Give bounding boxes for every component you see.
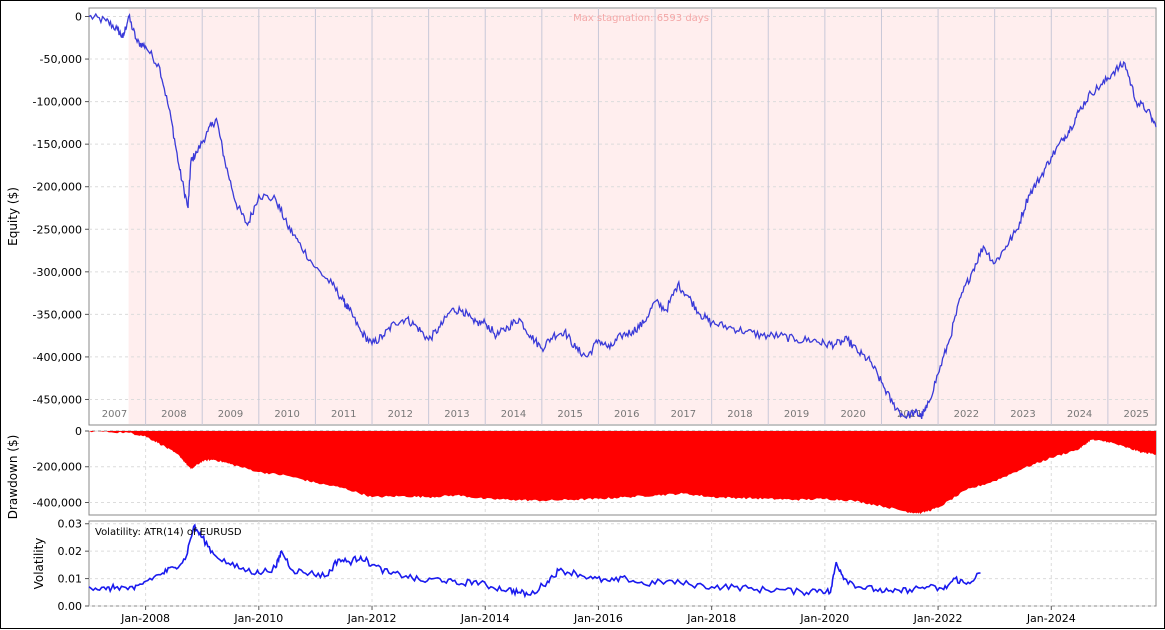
volatility-y-tick-label: 0.02 [58, 545, 83, 558]
equity-y-tick-label: 0 [75, 11, 82, 24]
volatility-x-tick-label: Jan-2022 [913, 612, 963, 625]
year-label: 2025 [1123, 409, 1148, 420]
equity-y-tick-label: -50,000 [40, 53, 82, 66]
volatility-x-tick-label: Jan-2024 [1026, 612, 1076, 625]
drawdown-y-tick-label: 0 [75, 425, 82, 438]
year-label: 2012 [388, 409, 413, 420]
volatility-x-tick-label: Jan-2016 [573, 612, 623, 625]
year-label: 2018 [727, 409, 752, 420]
volatility-y-tick-label: 0.03 [58, 518, 83, 531]
equity-y-tick-label: -350,000 [33, 308, 82, 321]
year-label: 2009 [218, 409, 243, 420]
equity-y-axis-label: Equity ($) [6, 187, 20, 246]
equity-y-tick-label: -300,000 [33, 266, 82, 279]
volatility-x-tick-label: Jan-2020 [799, 612, 849, 625]
drawdown-area [89, 431, 1156, 515]
volatility-x-tick-label: Jan-2012 [347, 612, 397, 625]
volatility-x-ticks: Jan-2008 Jan-2010 Jan-2012 Jan-2014 Jan-2016… [120, 606, 1076, 625]
volatility-x-tick-label: Jan-2008 [120, 612, 170, 625]
year-label: 2017 [671, 409, 696, 420]
year-label: 2007 [102, 409, 127, 420]
equity-grid [89, 8, 1156, 425]
equity-y-ticks: 0 -50,000 -100,000 -150,000 -200,000 -250,000… [33, 11, 89, 406]
equity-y-tick-label: -250,000 [33, 223, 82, 236]
year-label: 2008 [161, 409, 186, 420]
volatility-x-tick-label: Jan-2014 [460, 612, 510, 625]
year-label: 2023 [1010, 409, 1035, 420]
year-label: 2011 [331, 409, 356, 420]
year-label: 2013 [444, 409, 469, 420]
drawdown-y-axis-label: Drawdown ($) [6, 435, 20, 520]
equity-y-tick-label: -450,000 [33, 393, 82, 406]
volatility-y-tick-label: 0.00 [58, 600, 83, 613]
year-label: 2024 [1067, 409, 1092, 420]
volatility-x-tick-label: Jan-2018 [686, 612, 736, 625]
equity-y-tick-label: -150,000 [33, 138, 82, 151]
drawdown-panel: 0 -200,000 -400,000 Drawdown ($) [6, 425, 1157, 520]
year-label: 2014 [501, 409, 526, 420]
volatility-y-ticks: 0.00 0.01 0.02 0.03 [58, 518, 89, 613]
equity-panel: 2007 2008 2009 2010 2011 2012 2013 2014 2015 2016… [6, 7, 1157, 426]
volatility-y-tick-label: 0.01 [58, 573, 83, 586]
year-label: 2020 [840, 409, 865, 420]
equity-y-tick-label: -200,000 [33, 181, 82, 194]
volatility-grid [89, 521, 1156, 607]
drawdown-y-ticks: 0 -200,000 -400,000 [33, 425, 89, 509]
equity-y-tick-label: -100,000 [33, 96, 82, 109]
year-label: 2016 [614, 409, 639, 420]
volatility-title: Volatility: ATR(14) of EURUSD [95, 527, 242, 538]
stagnation-region [128, 9, 1156, 424]
year-label: 2015 [557, 409, 582, 420]
stagnation-annotation: Max stagnation: 6593 days [573, 13, 709, 24]
year-label: 2022 [954, 409, 979, 420]
drawdown-y-tick-label: -400,000 [33, 496, 82, 509]
volatility-panel: 0.00 0.01 0.02 0.03 Jan-2008 Jan-2010 Jan-201… [32, 518, 1157, 625]
year-label: 2010 [274, 409, 299, 420]
volatility-line [88, 523, 981, 599]
year-label: 2019 [784, 409, 809, 420]
drawdown-y-tick-label: -200,000 [33, 461, 82, 474]
equity-y-tick-label: -400,000 [33, 351, 82, 364]
volatility-plot-area [88, 520, 1157, 607]
equity-line [88, 12, 1157, 420]
volatility-x-tick-label: Jan-2010 [233, 612, 283, 625]
volatility-y-axis-label: Volatility [32, 538, 46, 590]
